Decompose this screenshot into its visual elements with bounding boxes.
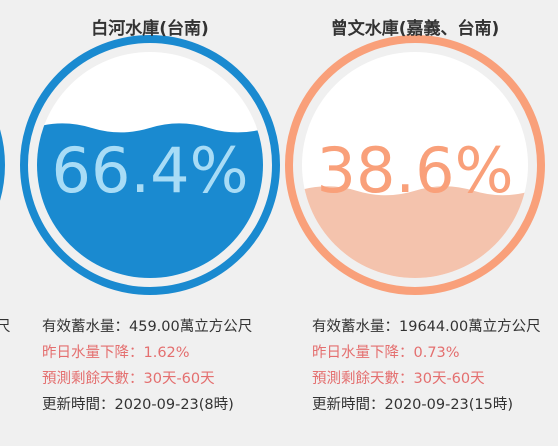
reservoir-title: 白河水庫(台南) (91, 19, 209, 39)
level-label: 38.6% (317, 134, 514, 207)
info-line: 昨日水量下降：0.73% (312, 345, 460, 361)
water-fill (37, 123, 263, 278)
partial-gauge (0, 129, 5, 201)
gauge-ring (285, 35, 545, 295)
reservoir-info: 有效蓄水量：459.00萬立方公尺 昨日水量下降：1.62% 預測剩餘天數：30天-… (42, 314, 280, 418)
gauge-ring (20, 35, 280, 295)
info-line: 預測剩餘天數：30天-60天 (42, 371, 215, 387)
info-line: 有效蓄水量：19644.00萬立方公尺 (312, 319, 541, 335)
level-label: 66.4% (52, 134, 249, 207)
info-line: 預測剩餘天數：30天-60天 (312, 371, 485, 387)
reservoir-title: 曾文水庫(嘉義、台南) (330, 19, 500, 39)
reservoir-info: 有效蓄水量：19644.00萬立方公尺 昨日水量下降：0.73% 預測剩餘天數：30… (312, 314, 550, 418)
water-fill (302, 186, 528, 278)
partial-text: 尺 (0, 319, 11, 335)
info-line: 更新時間：2020-09-23(8時) (42, 397, 234, 413)
info-line: 有效蓄水量：459.00萬立方公尺 (42, 319, 253, 335)
info-line: 昨日水量下降：1.62% (42, 345, 190, 361)
info-line: 更新時間：2020-09-23(15時) (312, 397, 514, 413)
